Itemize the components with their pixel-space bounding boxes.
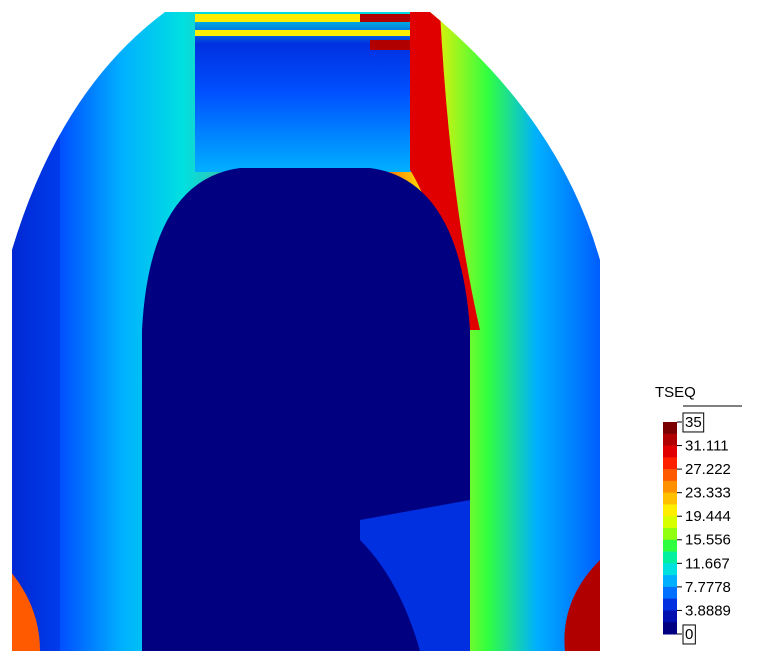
screen: TSEQ 35 31.111 27.222 23.333 19.444 15.556 11.… [0, 0, 757, 651]
colorbar-swatch [663, 469, 677, 481]
tick-label: 0 [685, 626, 693, 643]
tick-label: 19.444 [685, 508, 731, 525]
legend-title: TSEQ [655, 384, 696, 401]
colorbar-swatch [663, 493, 677, 505]
tick-label: 3.8889 [685, 602, 731, 619]
colorbar-swatch [663, 587, 677, 599]
tick-label: 23.333 [685, 485, 731, 502]
tick-label: 31.111 [685, 438, 729, 455]
tick-label: 11.667 [685, 555, 730, 572]
colorbar-swatch [663, 516, 677, 528]
colorbar-swatch [663, 481, 677, 493]
contour-plot [0, 0, 610, 651]
colorbar-swatch [663, 446, 677, 458]
page: TSEQ 35 31.111 27.222 23.333 19.444 15.556 11.… [0, 0, 757, 651]
colorbar-swatch [663, 540, 677, 552]
colorbar-swatch [663, 504, 677, 516]
colorbar-swatch [663, 528, 677, 540]
colorbar-swatch [663, 599, 677, 611]
tick-label: 27.222 [685, 461, 731, 478]
colorbar-swatch [663, 622, 677, 634]
colorbar-swatch [663, 457, 677, 469]
colorbar-swatch [663, 575, 677, 587]
colorbar-swatch [663, 552, 677, 564]
colorbar-swatch [663, 422, 677, 434]
tick-label: 35 [685, 414, 702, 431]
colorbar-swatch [663, 610, 677, 622]
colorbar-swatch [663, 434, 677, 446]
colorbar-swatch [663, 563, 677, 575]
tick-label: 7.7778 [685, 579, 731, 596]
legend: TSEQ 35 31.111 27.222 23.333 19.444 15.556 11.… [655, 384, 742, 644]
tick-label: 15.556 [685, 532, 731, 549]
